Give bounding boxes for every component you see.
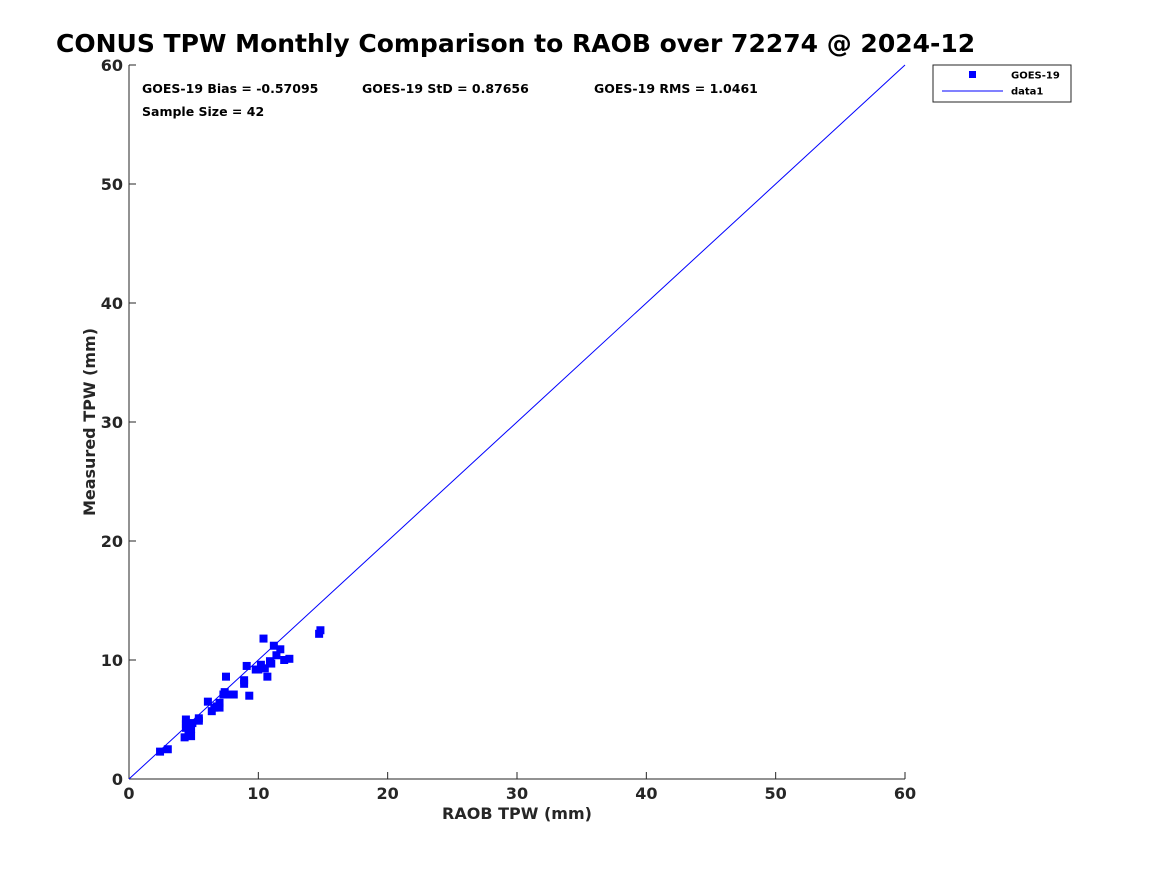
scatter-point	[267, 659, 276, 668]
y-tick-label: 50	[101, 175, 123, 194]
legend-label-goes19: GOES-19	[1011, 71, 1060, 82]
scatter-point	[280, 656, 289, 664]
legend: GOES-19 data1	[932, 64, 1072, 103]
scatter-point	[316, 626, 325, 635]
x-tick-label: 0	[123, 784, 134, 803]
scatter-point	[215, 698, 224, 707]
scatter-point	[263, 672, 272, 681]
x-tick-label: 60	[894, 784, 916, 803]
x-tick-label: 50	[765, 784, 787, 803]
legend-box	[932, 64, 1072, 103]
x-tick-label: 10	[247, 784, 269, 803]
scatter-point	[181, 715, 190, 724]
y-tick-label: 0	[112, 770, 123, 789]
scatter-point	[276, 645, 285, 654]
scatter-point	[269, 641, 278, 650]
series-layer	[128, 64, 906, 780]
scatter-point	[220, 688, 229, 697]
scatter-point	[254, 665, 263, 674]
scatter-point	[156, 747, 165, 756]
x-tick-label: 40	[635, 784, 657, 803]
y-tick-label: 20	[101, 532, 123, 551]
scatter-point	[272, 651, 281, 660]
stats-block: GOES-19 Bias = -0.57095 GOES-19 StD = 0.…	[142, 81, 758, 119]
stat-rms: GOES-19 RMS = 1.0461	[594, 81, 758, 96]
scatter-point	[285, 654, 294, 663]
scatter-point	[215, 703, 224, 712]
legend-label-data1: data1	[1011, 87, 1043, 98]
x-tick-label: 30	[506, 784, 528, 803]
chart-title: CONUS TPW Monthly Comparison to RAOB ove…	[56, 29, 975, 58]
y-axis-ticks: 0 10 20 30 40 50 60	[101, 56, 136, 789]
y-tick-label: 30	[101, 413, 123, 432]
x-axis-label: RAOB TPW (mm)	[442, 804, 592, 823]
y-tick-label: 10	[101, 651, 123, 670]
stat-sample-size: Sample Size = 42	[142, 104, 264, 119]
scatter-point	[245, 691, 254, 700]
scatter-point	[188, 719, 197, 728]
x-tick-label: 20	[377, 784, 399, 803]
y-tick-label: 60	[101, 56, 123, 75]
scatter-point	[163, 745, 172, 754]
series-line-data1	[128, 64, 906, 780]
x-axis-ticks: 0 10 20 30 40 50 60	[123, 772, 916, 803]
scatter-point	[187, 725, 196, 734]
scatter-point	[229, 690, 238, 699]
scatter-point	[260, 664, 269, 673]
scatter-point	[203, 697, 212, 706]
scatter-point	[187, 732, 196, 741]
y-tick-label: 40	[101, 294, 123, 313]
legend-marker-goes19	[969, 71, 976, 78]
scatter-point	[194, 714, 203, 723]
stat-std: GOES-19 StD = 0.87656	[362, 81, 529, 96]
stat-bias: GOES-19 Bias = -0.57095	[142, 81, 318, 96]
y-axis-label: Measured TPW (mm)	[80, 328, 99, 516]
scatter-point	[242, 661, 251, 670]
scatter-point	[259, 634, 268, 643]
scatter-point	[240, 676, 249, 685]
scatter-point	[181, 720, 190, 729]
scatter-point	[222, 672, 230, 681]
